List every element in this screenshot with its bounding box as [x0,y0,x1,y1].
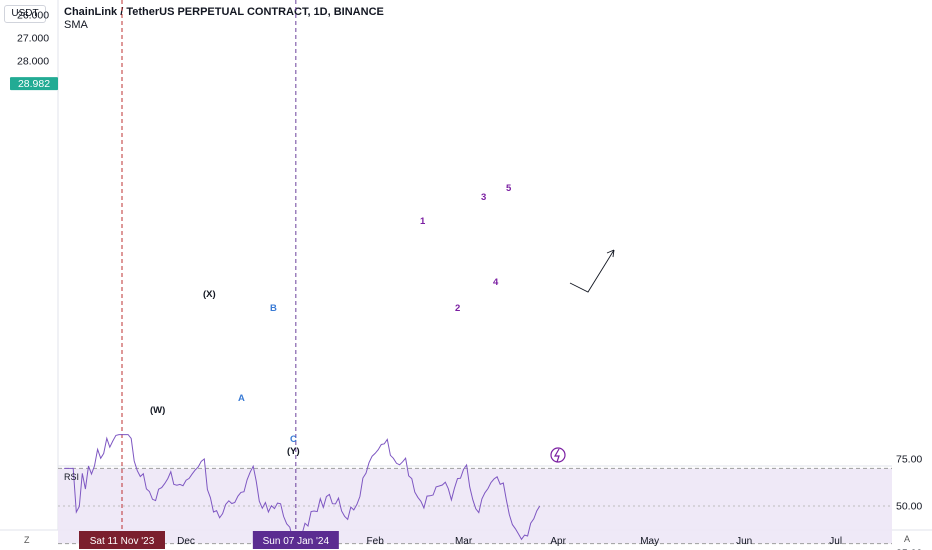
rsi-tick-label: 50.00 [896,501,922,513]
wave-label: 1 [420,216,426,227]
wave-label: A [238,393,245,404]
wave-label: 2 [455,303,460,314]
projection-path [569,249,615,293]
wave-label: (X) [203,289,216,300]
price-badge [10,77,58,91]
price-tick-label: 26.000 [17,10,49,22]
rsi-tick-label: 25.00 [896,548,922,550]
projection-arrowhead [606,249,615,258]
time-tick-label: Jun [736,536,752,547]
date-highlight-badge [79,531,165,549]
price-badge-label: 28.982 [18,78,50,90]
zoom-reset-icon[interactable]: Z [24,535,30,545]
time-tick-label: Dec [177,536,195,547]
wave-label: B [270,303,277,314]
time-tick-label: Jul [829,536,842,547]
indicator-label: SMA [64,19,88,31]
date-highlight-label: Sun 07 Jan '24 [263,536,330,547]
time-tick-label: May [640,536,659,547]
wave-label: 4 [493,277,499,288]
lightning-icon [553,448,560,463]
wave-label: 3 [481,192,486,203]
time-tick-label: Feb [367,536,385,547]
currency-selector[interactable]: USDT [4,5,46,23]
symbol-title: ChainLink / TetherUS PERPETUAL CONTRACT,… [64,6,384,18]
wave-label: (W) [150,405,165,416]
time-tick-label: Apr [550,536,566,547]
alert-icon [550,447,566,463]
rsi-label: RSI [64,472,79,482]
wave-label: 5 [506,183,512,194]
rsi-axis-ticks: 75.00 50.00 25.00 [896,454,922,550]
date-highlight-badge [252,531,339,549]
annotation-layer: tartedIf price come back to this price l… [121,0,615,530]
price-badges: 28.98219.08111:48:0618.00915.771 [10,77,58,91]
time-axis-ticks: Dec Feb Mar Apr May Jun Jul Sat 11 Nov '23 Sun 0… [79,531,842,549]
rsi-tick-label: 75.00 [896,454,922,466]
time-tick-label: Mar [455,536,473,547]
price-tick-label: 27.000 [17,33,49,45]
price-tick-label: 28.000 [17,56,49,68]
date-highlight-label: Sat 11 Nov '23 [90,536,155,547]
wave-label: (Y) [287,446,300,457]
wave-label: C [290,434,297,445]
chart-header: ChainLink / TetherUS PERPETUAL CONTRACT,… [64,6,384,31]
price-axis-ticks: 28.00027.00026.00025.00024.00023.00022.0… [17,10,49,68]
auto-scale-icon[interactable]: A [904,534,911,544]
